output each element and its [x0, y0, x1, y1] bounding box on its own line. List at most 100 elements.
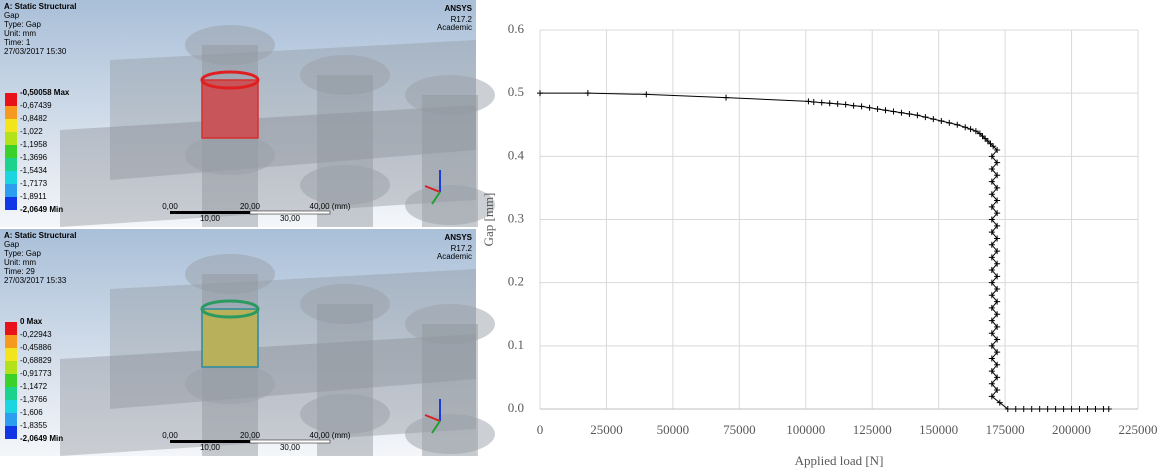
- brand: ANSYS: [444, 233, 472, 242]
- data-point: [851, 103, 857, 109]
- data-point: [805, 98, 811, 104]
- legend-label: -0,8482: [20, 114, 48, 123]
- legend-label: -1,022: [20, 127, 43, 136]
- data-point: [1037, 406, 1043, 412]
- data-point: [723, 95, 729, 101]
- data-point: [537, 90, 543, 96]
- scale-label: 30,00: [280, 214, 301, 223]
- legend-label: -0,50058 Max: [20, 88, 70, 97]
- result-header: Time: 29: [4, 267, 35, 276]
- data-point: [1100, 406, 1106, 412]
- legend-swatch: [5, 171, 17, 184]
- data-point: [1053, 406, 1059, 412]
- x-tick-label: 100000: [786, 422, 825, 437]
- legend-label: -0,68829: [20, 356, 52, 365]
- x-tick-label: 25000: [590, 422, 623, 437]
- legend-label: -1,8911: [20, 192, 47, 201]
- result-header: Unit: mm: [4, 29, 36, 38]
- nut: [185, 135, 275, 175]
- data-point: [1013, 406, 1019, 412]
- x-axis-label: Applied load [N]: [795, 453, 884, 468]
- edition: Academic: [437, 23, 472, 32]
- data-point: [1077, 406, 1083, 412]
- y-tick-label: 0.3: [508, 210, 524, 225]
- data-point: [1021, 406, 1027, 412]
- result-header: 27/03/2017 15:33: [4, 276, 67, 285]
- y-tick-label: 0.0: [508, 400, 524, 415]
- data-point: [827, 100, 833, 106]
- scale-label: 10,00: [200, 214, 221, 223]
- result-header: Type: Gap: [4, 249, 41, 258]
- data-point: [1106, 406, 1112, 412]
- legend-label: -2,0649 Min: [20, 434, 63, 443]
- scale-label: 0,00: [162, 202, 178, 211]
- data-point: [930, 116, 936, 122]
- data-point: [946, 120, 952, 126]
- legend-label: -1,5434: [20, 166, 48, 175]
- data-point: [1045, 406, 1051, 412]
- legend-label: -1,8355: [20, 421, 48, 430]
- data-point: [954, 122, 960, 128]
- legend-label: -1,7173: [20, 179, 48, 188]
- data-point: [906, 111, 912, 117]
- legend-swatch: [5, 335, 17, 348]
- fea-panel: A: Static StructuralGapType: GapUnit: mm…: [0, 229, 495, 456]
- data-point: [859, 103, 865, 109]
- brand: ANSYS: [444, 4, 472, 13]
- legend-swatch: [5, 361, 17, 374]
- legend-label: -1,606: [20, 408, 43, 417]
- data-point: [811, 99, 817, 105]
- nut: [300, 394, 390, 434]
- x-tick-label: 150000: [919, 422, 958, 437]
- y-tick-label: 0.2: [508, 274, 524, 289]
- legend-swatch: [5, 119, 17, 132]
- x-tick-label: 0: [537, 422, 544, 437]
- data-point: [962, 124, 968, 130]
- x-tick-label: 50000: [657, 422, 690, 437]
- result-header: A: Static Structural: [4, 231, 76, 240]
- legend-swatch: [5, 197, 17, 210]
- legend-swatch: [5, 348, 17, 361]
- legend-swatch: [5, 106, 17, 119]
- data-line: [540, 93, 1109, 409]
- x-tick-label: 200000: [1052, 422, 1091, 437]
- result-header: A: Static Structural: [4, 2, 76, 11]
- legend-label: -1,3766: [20, 395, 48, 404]
- edition: Academic: [437, 252, 472, 261]
- scale-label: 20,00: [240, 202, 261, 211]
- legend-label: -0,45886: [20, 343, 52, 352]
- legend-swatch: [5, 145, 17, 158]
- result-header: 27/03/2017 15:30: [4, 47, 67, 56]
- data-point: [898, 110, 904, 116]
- legend-swatch: [5, 400, 17, 413]
- data-point: [1069, 406, 1075, 412]
- data-point: [1085, 406, 1091, 412]
- nut: [300, 165, 390, 205]
- result-header: Type: Gap: [4, 20, 41, 29]
- legend-swatch: [5, 184, 17, 197]
- x-tick-label: 225000: [1119, 422, 1158, 437]
- legend-label: -0,91773: [20, 369, 52, 378]
- legend-swatch: [5, 93, 17, 106]
- legend-swatch: [5, 413, 17, 426]
- scale-label: 10,00: [200, 443, 221, 452]
- data-point: [643, 91, 649, 97]
- nut: [405, 414, 495, 454]
- y-tick-label: 0.5: [508, 84, 524, 99]
- legend-label: -1,1472: [20, 382, 48, 391]
- result-header: Gap: [4, 240, 20, 249]
- y-axis-label: Gap [mm]: [481, 193, 496, 247]
- data-point: [835, 101, 841, 107]
- legend-label: -0,67439: [20, 101, 52, 110]
- page: A: Static StructuralGapType: GapUnit: mm…: [0, 0, 1173, 474]
- data-point: [875, 106, 881, 112]
- nut: [185, 364, 275, 404]
- legend-swatch: [5, 426, 17, 439]
- y-tick-label: 0.1: [508, 337, 524, 352]
- legend-label: -1,3696: [20, 153, 48, 162]
- legend-swatch: [5, 158, 17, 171]
- x-tick-label: 175000: [986, 422, 1025, 437]
- legend-swatch: [5, 322, 17, 335]
- legend-swatch: [5, 374, 17, 387]
